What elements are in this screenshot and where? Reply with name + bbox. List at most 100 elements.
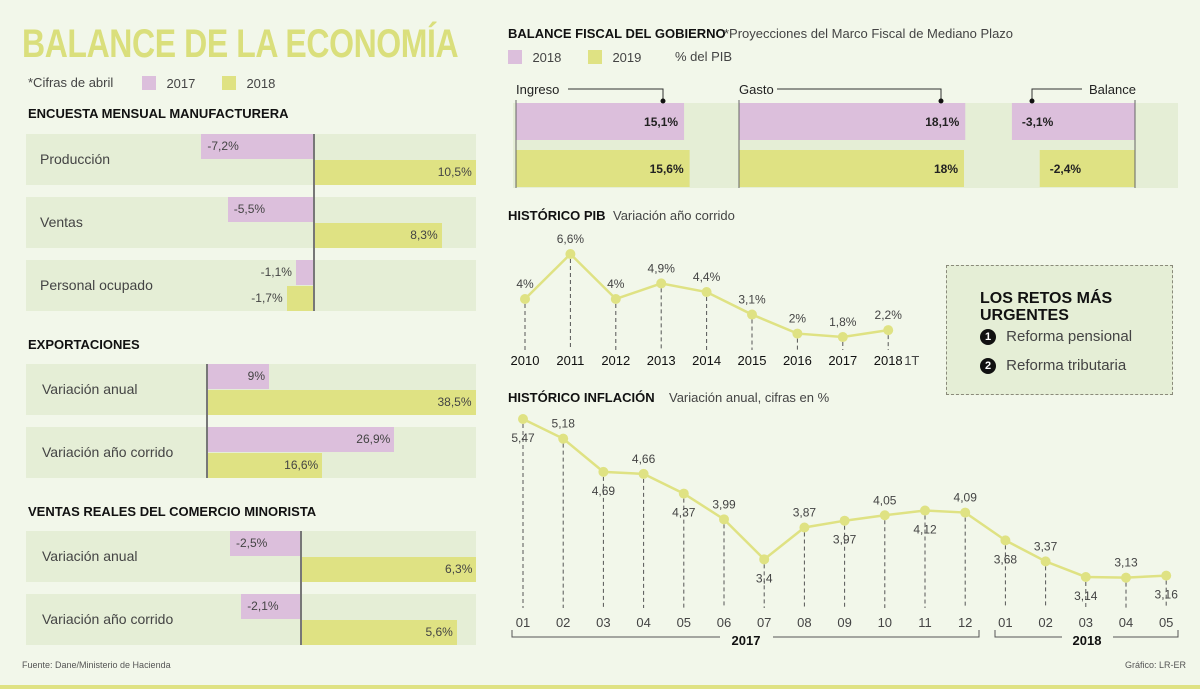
- data-label: 3,87: [793, 505, 817, 519]
- x-tick-label: 09: [837, 615, 851, 630]
- x-tick-label: 2015: [738, 353, 767, 368]
- bar-2018: [313, 160, 476, 185]
- fiscal-bar-2019: [516, 150, 690, 187]
- value-label: 18%: [934, 162, 958, 176]
- data-label: 4%: [516, 277, 534, 291]
- leader-dot: [660, 98, 666, 104]
- year-label: 2018: [1073, 633, 1102, 648]
- bar-2018: [313, 223, 442, 248]
- value-label: 15,1%: [644, 115, 678, 129]
- bar-2018: [206, 453, 323, 478]
- data-label: 4,37: [672, 506, 696, 520]
- year-bracket: [773, 630, 980, 638]
- bar-2018: [206, 390, 476, 415]
- category-label: Variación año corrido: [42, 444, 174, 460]
- inflation-point: [1080, 571, 1091, 582]
- challenges-box: LOS RETOS MÁS URGENTES 1 Reforma pension…: [946, 265, 1173, 395]
- section-title: EXPORTACIONES: [28, 337, 140, 352]
- inflation-subtitle: Variación anual, cifras en %: [669, 390, 830, 405]
- leader-line: [1031, 88, 1082, 101]
- data-label: 4,69: [592, 484, 616, 498]
- number-2-icon: 2: [980, 358, 996, 374]
- inflation-point: [839, 515, 850, 526]
- pib-point: [792, 328, 803, 339]
- data-label: 6,6%: [557, 232, 585, 246]
- inflation-point: [719, 514, 729, 525]
- bar-2017: [241, 594, 300, 619]
- zero-axis: [300, 531, 302, 645]
- data-label: 3,16: [1155, 588, 1179, 602]
- x-tick-label: 2014: [692, 353, 721, 368]
- legend-swatch-2019: [588, 50, 602, 64]
- bar-2018: [300, 620, 457, 645]
- legend-label: 2019: [612, 50, 642, 65]
- data-label: 4,66: [632, 452, 656, 466]
- data-label: 4%: [607, 277, 625, 291]
- x-tick-label: 12: [958, 615, 972, 630]
- x-tick-label: 01: [998, 615, 1012, 630]
- value-label: 15,6%: [650, 162, 684, 176]
- inflation-point: [518, 414, 528, 424]
- data-label: 3,13: [1114, 556, 1138, 570]
- x-tick-label: 04: [636, 615, 650, 630]
- fiscal-unit: % del PIB: [675, 49, 733, 64]
- value-label: -2,4%: [1050, 162, 1082, 176]
- pib-point: [610, 293, 621, 304]
- value-label: -3,1%: [1022, 115, 1054, 129]
- year-bracket: [1113, 630, 1179, 638]
- inflation-point: [678, 488, 689, 499]
- year-bracket: [511, 630, 720, 638]
- pib-point: [837, 332, 848, 343]
- figures-note: *Cifras de abril: [28, 75, 114, 90]
- legend-swatch-2017: [142, 76, 156, 90]
- legend-label: 2018: [532, 50, 562, 65]
- data-label: 4,9%: [648, 261, 676, 275]
- challenge-item: 2 Reforma tributaria: [980, 357, 1126, 374]
- value-label: 8,3%: [410, 228, 438, 242]
- category-label: Producción: [40, 151, 111, 167]
- x-tick-label: 07: [757, 615, 771, 630]
- challenges-title: LOS RETOS MÁS URGENTES: [980, 290, 1112, 324]
- category-label: Variación anual: [42, 548, 138, 564]
- data-label: 2,2%: [875, 308, 903, 322]
- inflation-point: [759, 554, 770, 565]
- category-label: Variación año corrido: [42, 611, 174, 627]
- inflation-point: [879, 510, 890, 521]
- x-tick-label: 2010: [511, 353, 540, 368]
- bottom-strip: [0, 685, 1200, 689]
- bar-2018: [300, 557, 477, 582]
- x-tick-label: 03: [1079, 615, 1093, 630]
- value-label: 10,5%: [437, 165, 472, 179]
- data-label: 2%: [789, 312, 807, 326]
- inflation-point: [638, 468, 649, 479]
- x-tick-label: 2013: [647, 353, 676, 368]
- x-tick-label: 2016: [783, 353, 812, 368]
- section-title: ENCUESTA MENSUAL MANUFACTURERA: [28, 106, 289, 121]
- x-tick-label: 2017: [828, 353, 857, 368]
- bar-2017: [201, 134, 313, 159]
- inflation-point: [799, 522, 810, 533]
- category-label: Personal ocupado: [40, 277, 153, 293]
- fiscal-bar-2018: [1011, 103, 1135, 140]
- legend-2017: 2017: [142, 75, 195, 93]
- data-label: 4,05: [873, 493, 897, 507]
- bar-2018: [286, 286, 313, 311]
- data-label: 3,97: [833, 533, 857, 547]
- inflation-point: [960, 507, 971, 518]
- value-label: -2,5%: [236, 536, 268, 550]
- value-label: -1,1%: [260, 265, 292, 279]
- inflation-point: [1121, 572, 1131, 583]
- category-label: Ventas: [40, 214, 83, 230]
- leader-dot: [1029, 98, 1035, 104]
- data-label: 5,47: [511, 431, 535, 445]
- zero-axis: [313, 134, 315, 311]
- pib-point: [520, 293, 530, 304]
- fiscal-bar-2019: [739, 150, 964, 187]
- legend-label: 2018: [246, 76, 276, 91]
- x-tick-suffix: 1T: [904, 353, 919, 368]
- x-tick-label: 02: [1038, 615, 1052, 630]
- pib-title: HISTÓRICO PIB: [508, 208, 606, 223]
- value-label: 5,6%: [425, 625, 453, 639]
- x-tick-label: 03: [596, 615, 610, 630]
